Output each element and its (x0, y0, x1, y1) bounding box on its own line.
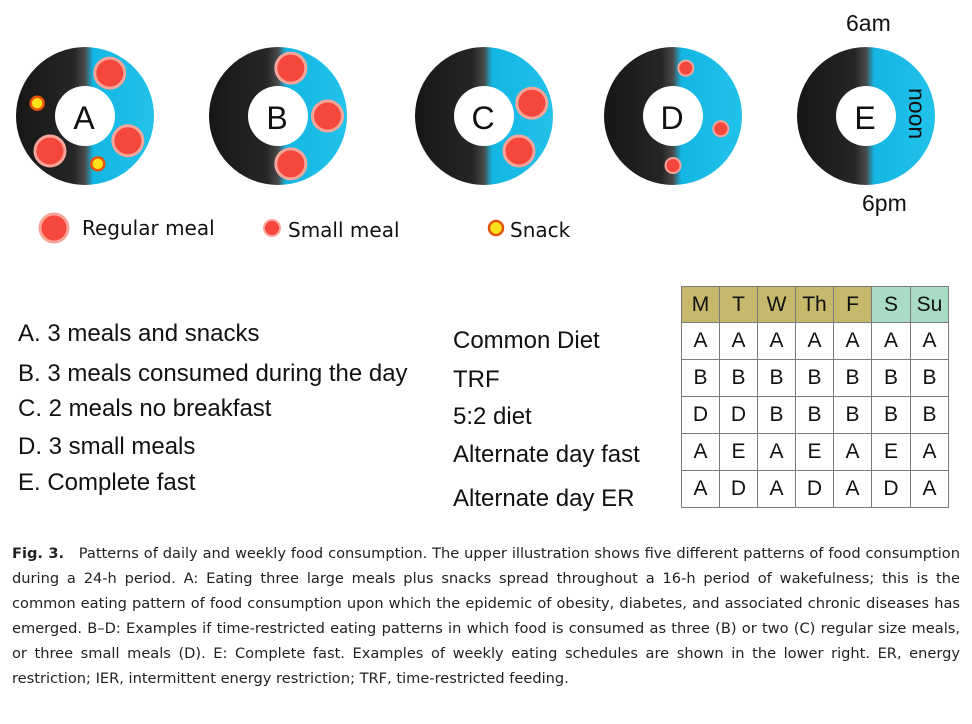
small-meal-marker (677, 59, 695, 77)
caption-text: Patterns of daily and weekly food consum… (12, 545, 960, 687)
ring-label-d: D (660, 100, 684, 136)
ring-label-c: C (471, 100, 495, 136)
schedule-row-5-2: D D B B B B B (681, 396, 949, 434)
day-header-su: Su (910, 286, 949, 323)
regular-meal-marker (311, 99, 344, 133)
legend-snack: Snack (510, 218, 571, 242)
schedule-cell: A (833, 470, 872, 508)
schedule-header-row: M T W Th F S Su (681, 286, 949, 323)
schedule-cell: A (681, 470, 720, 508)
snack-marker (90, 156, 106, 172)
schedule-cell: A (757, 433, 796, 471)
pattern-b: B. 3 meals consumed during the day (18, 360, 408, 387)
regular-meal-marker (274, 51, 308, 85)
schedule-cell: A (757, 322, 796, 360)
small-meal-swatch (263, 219, 281, 237)
schedule-cell: D (871, 470, 911, 508)
regular-meal-marker (502, 134, 536, 168)
day-header-m: M (681, 286, 720, 323)
schedule-cell: E (719, 433, 758, 471)
schedule-cell: A (681, 322, 720, 360)
schedule-cell: B (757, 359, 796, 397)
ring-center-a (55, 86, 115, 146)
schedule-cell: A (681, 433, 720, 471)
ring-label-a: A (73, 100, 95, 136)
schedule-cell: A (910, 433, 949, 471)
ring-center-c (454, 86, 514, 146)
schedule-cell: A (795, 322, 834, 360)
schedule-cell: B (833, 359, 872, 397)
diet-trf: TRF (453, 366, 500, 393)
day-header-t: T (719, 286, 758, 323)
schedule-cell: A (910, 470, 949, 508)
schedule-cell: B (910, 359, 949, 397)
snack-marker (29, 95, 45, 111)
schedule-cell: A (871, 322, 911, 360)
weekly-schedule-table: M T W Th F S Su A A A A A A A B B B B B … (681, 286, 949, 508)
schedule-cell: B (757, 396, 796, 434)
regular-meal-marker (93, 56, 127, 90)
schedule-cell: D (719, 470, 758, 508)
schedule-row-trf: B B B B B B B (681, 359, 949, 397)
ring-center-d (643, 86, 703, 146)
schedule-cell: B (871, 396, 911, 434)
diet-alt-er: Alternate day ER (453, 485, 635, 512)
schedule-cell: B (681, 359, 720, 397)
diet-5-2: 5:2 diet (453, 403, 532, 430)
schedule-cell: A (910, 322, 949, 360)
schedule-cell: B (795, 359, 834, 397)
regular-meal-marker (33, 134, 67, 168)
ring-label-e: E (854, 100, 876, 136)
schedule-cell: A (833, 433, 872, 471)
ring-center-b (248, 86, 308, 146)
regular-meal-marker (515, 86, 549, 120)
day-header-s: S (871, 286, 911, 323)
schedule-cell: D (719, 396, 758, 434)
pattern-a: A. 3 meals and snacks (18, 320, 260, 347)
schedule-cell: B (910, 396, 949, 434)
regular-meal-marker (111, 124, 145, 158)
day-header-w: W (757, 286, 796, 323)
ring-center-e (836, 86, 896, 146)
schedule-cell: B (719, 359, 758, 397)
diet-common: Common Diet (453, 327, 600, 354)
figure-caption: Fig. 3. Patterns of daily and weekly foo… (12, 541, 960, 691)
clock-label-6pm: 6pm (862, 190, 907, 216)
schedule-cell: B (795, 396, 834, 434)
ring-label-b: B (266, 100, 288, 136)
schedule-cell: B (871, 359, 911, 397)
schedule-cell: D (795, 470, 834, 508)
diet-alt-fast: Alternate day fast (453, 441, 640, 468)
day-header-th: Th (795, 286, 834, 323)
schedule-row-alt-er: A D A D A D A (681, 470, 949, 508)
schedule-cell: A (833, 322, 872, 360)
small-meal-marker (664, 157, 682, 174)
pattern-c: C. 2 meals no breakfast (18, 395, 272, 422)
regular-meal-marker (274, 147, 308, 181)
clock-label-noon: noon (904, 88, 930, 140)
schedule-cell: A (757, 470, 796, 508)
schedule-row-alt-fast: A E A E A E A (681, 433, 949, 471)
pattern-e: E. Complete fast (18, 469, 196, 496)
schedule-cell: A (719, 322, 758, 360)
small-meal-marker (712, 120, 730, 138)
day-header-f: F (833, 286, 872, 323)
schedule-cell: D (681, 396, 720, 434)
schedule-cell: E (871, 433, 911, 471)
legend-small-meal: Small meal (288, 218, 400, 242)
pattern-d: D. 3 small meals (18, 433, 196, 460)
schedule-cell: B (833, 396, 872, 434)
snack-swatch (487, 219, 505, 237)
legend-regular-meal: Regular meal (82, 216, 215, 240)
daily-pattern-rings (16, 47, 935, 185)
schedule-row-common: A A A A A A A (681, 322, 949, 360)
schedule-cell: E (795, 433, 834, 471)
caption-lead: Fig. 3. (12, 545, 65, 562)
clock-label-6am: 6am (846, 10, 891, 36)
regular-meal-swatch (38, 212, 70, 244)
